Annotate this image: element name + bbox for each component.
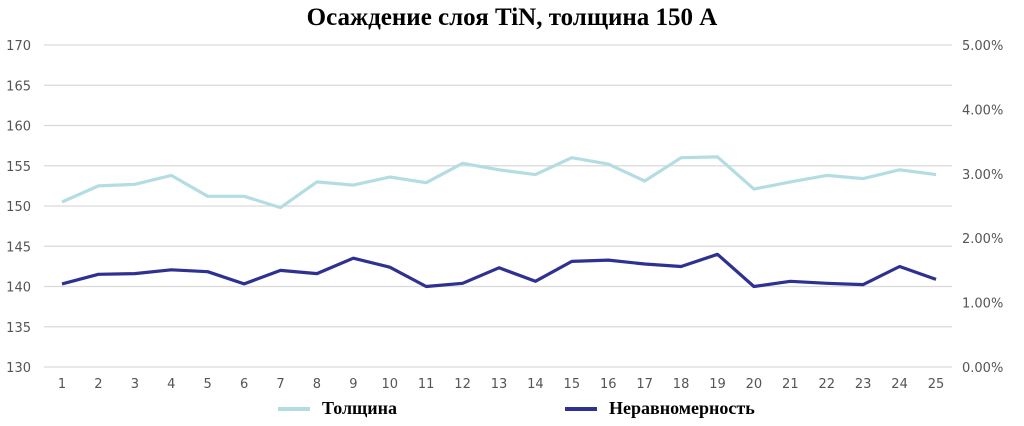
x-axis: 1 2 3 4 5 6 7 8 9 10 11 12 13 14 15 16 17 18 19 20 21 22 23 24 2… — [58, 377, 944, 392]
x-tick-label: 12 — [454, 377, 471, 392]
right-tick-label: 0.00% — [962, 361, 1003, 376]
legend-label-nonuniformity: Неравномерность — [609, 398, 755, 418]
x-tick-label: 4 — [167, 377, 175, 392]
right-tick-label: 1.00% — [962, 297, 1003, 312]
right-axis: 0.00% 1.00% 2.00% 3.00% 4.00% 5.00% — [962, 39, 1003, 376]
left-axis: 130 135 140 145 150 155 160 165 170 — [6, 39, 31, 376]
x-tick-label: 5 — [204, 377, 212, 392]
x-tick-label: 25 — [928, 377, 945, 392]
left-tick-label: 150 — [6, 200, 31, 215]
x-tick-label: 7 — [276, 377, 284, 392]
x-tick-label: 14 — [527, 377, 544, 392]
right-tick-label: 4.00% — [962, 103, 1003, 118]
left-tick-label: 130 — [6, 361, 31, 376]
x-tick-label: 24 — [891, 377, 908, 392]
gridlines — [44, 44, 952, 368]
left-tick-label: 140 — [6, 281, 31, 296]
left-tick-label: 155 — [6, 160, 31, 175]
legend-swatch-thickness — [278, 406, 310, 411]
right-tick-label: 3.00% — [962, 168, 1003, 183]
left-tick-label: 165 — [6, 79, 31, 94]
right-tick-label: 5.00% — [962, 39, 1003, 54]
x-tick-label: 22 — [818, 377, 835, 392]
legend-item-nonuniformity: Неравномерность — [565, 398, 755, 419]
chart-title: Осаждение слоя TiN, толщина 150 А — [306, 4, 718, 31]
x-tick-label: 17 — [636, 377, 653, 392]
x-tick-label: 2 — [94, 377, 102, 392]
x-tick-label: 3 — [131, 377, 139, 392]
x-tick-label: 16 — [600, 377, 617, 392]
x-tick-label: 19 — [709, 377, 726, 392]
x-tick-label: 6 — [240, 377, 248, 392]
x-tick-label: 10 — [381, 377, 398, 392]
legend-item-thickness: Толщина — [278, 398, 397, 419]
series-lines — [61, 155, 937, 289]
x-tick-label: 11 — [418, 377, 435, 392]
legend-swatch-nonuniformity — [565, 406, 597, 411]
series-line-thickness — [61, 155, 937, 210]
x-tick-label: 15 — [564, 377, 581, 392]
legend-label-thickness: Толщина — [322, 398, 397, 418]
x-tick-label: 9 — [349, 377, 357, 392]
x-tick-label: 1 — [58, 377, 66, 392]
x-tick-label: 8 — [313, 377, 321, 392]
x-tick-label: 13 — [491, 377, 508, 392]
x-tick-label: 23 — [855, 377, 872, 392]
x-tick-label: 18 — [673, 377, 690, 392]
right-tick-label: 2.00% — [962, 232, 1003, 247]
left-tick-label: 170 — [6, 39, 31, 54]
x-tick-label: 20 — [746, 377, 763, 392]
left-tick-label: 160 — [6, 120, 31, 135]
left-tick-label: 145 — [6, 240, 31, 255]
x-tick-label: 21 — [782, 377, 799, 392]
series-line-nonuniformity — [61, 252, 937, 289]
left-tick-label: 135 — [6, 321, 31, 336]
